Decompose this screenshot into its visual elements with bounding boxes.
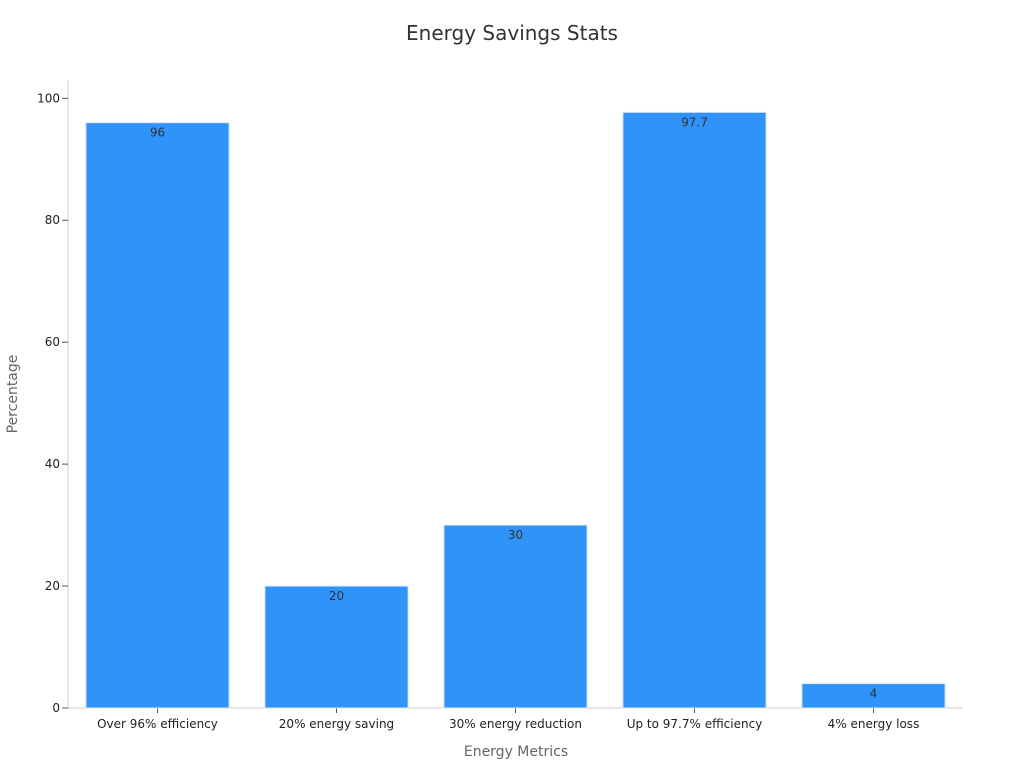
bar-value-label: 97.7 xyxy=(681,115,708,129)
y-tick-label: 80 xyxy=(45,213,60,227)
y-axis-title: Percentage xyxy=(5,355,21,434)
bar-value-label: 30 xyxy=(508,528,523,542)
y-tick-label: 0 xyxy=(52,701,60,715)
x-axis: Over 96% efficiency 20% energy saving 30% … xyxy=(68,707,963,731)
bar-value-label: 96 xyxy=(150,126,165,140)
data-labels: 96 20 30 97.7 4 xyxy=(150,115,877,700)
bar xyxy=(801,683,946,709)
y-tick-label: 60 xyxy=(45,335,60,349)
y-tick-label: 100 xyxy=(37,91,60,105)
bar xyxy=(85,122,230,709)
y-tick-label: 20 xyxy=(45,579,60,593)
bar xyxy=(622,111,767,709)
x-tick-label: 20% energy saving xyxy=(279,717,394,731)
y-tick-label: 40 xyxy=(45,457,60,471)
bar-series xyxy=(85,111,946,709)
x-tick-label: 4% energy loss xyxy=(828,717,920,731)
y-axis: 0 20 40 60 80 100 xyxy=(37,80,69,715)
x-tick-label: 30% energy reduction xyxy=(449,717,582,731)
bar xyxy=(264,585,409,709)
x-axis-title: Energy Metrics xyxy=(464,744,568,760)
bar xyxy=(443,524,588,709)
x-tick-label: Up to 97.7% efficiency xyxy=(627,717,763,731)
bar-value-label: 4 xyxy=(870,687,878,701)
bar-value-label: 20 xyxy=(329,589,344,603)
chart-title: Energy Savings Stats xyxy=(406,21,618,45)
x-tick-label: Over 96% efficiency xyxy=(97,717,218,731)
